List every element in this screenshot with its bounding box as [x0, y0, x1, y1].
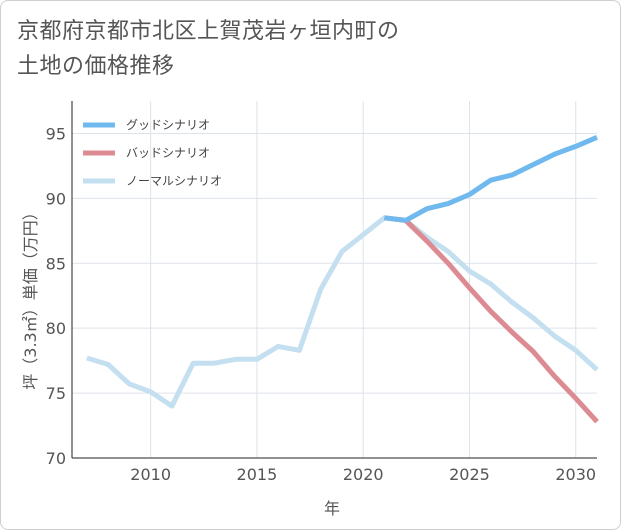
good-scenario-line: [384, 135, 598, 223]
y-tick-label-90: 90: [46, 189, 66, 208]
y-axis-title: 坪（3.3㎡）単価（万円）: [21, 204, 40, 389]
axes: 70 75 80 85 90 95 2010 2015 2020 2025 2030: [46, 101, 597, 484]
normal-scenario-legend-label: ノーマルシナリオ: [126, 174, 222, 188]
chart-title-line-2: 土地の価格推移: [17, 54, 175, 79]
chart-title: 京都府京都市北区上賀茂岩ヶ垣内町の 土地の価格推移: [17, 14, 400, 84]
x-tick-label-2030: 2030: [555, 465, 596, 484]
chart-title-line-1: 京都府京都市北区上賀茂岩ヶ垣内町の: [17, 19, 400, 44]
normal-scenario-line: [86, 215, 599, 409]
series-lines: [86, 135, 599, 424]
x-axis-title: 年: [324, 499, 340, 518]
x-tick-label-2020: 2020: [343, 465, 384, 484]
y-tick-label-85: 85: [46, 254, 66, 273]
x-tick-label-2015: 2015: [237, 465, 278, 484]
bad-scenario-legend-label: バッドシナリオ: [126, 146, 210, 160]
x-tick-label-2025: 2025: [449, 465, 490, 484]
y-tick-label-95: 95: [46, 124, 66, 143]
bad-scenario-line: [384, 215, 599, 424]
y-tick-label-80: 80: [46, 319, 66, 338]
y-tick-label-75: 75: [46, 384, 66, 403]
good-scenario-legend-label: グッドシナリオ: [126, 118, 210, 132]
x-tick-label-2010: 2010: [130, 465, 171, 484]
y-tick-label-70: 70: [46, 449, 66, 468]
